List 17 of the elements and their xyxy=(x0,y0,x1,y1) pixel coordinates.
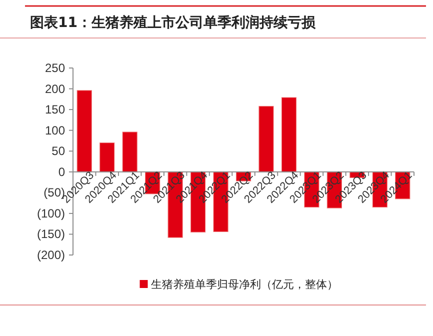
bar xyxy=(258,106,274,172)
y-tick-label: (100) xyxy=(36,206,65,220)
bar xyxy=(100,142,115,172)
y-tick-label: 250 xyxy=(44,61,66,75)
bar xyxy=(122,132,138,172)
bar xyxy=(281,97,297,172)
y-tick-label: (150) xyxy=(36,227,65,242)
y-tick-label: (200) xyxy=(36,248,65,262)
y-tick-label: 100 xyxy=(44,123,66,138)
y-tick-label: 150 xyxy=(44,102,66,117)
y-tick-label: (50) xyxy=(44,186,65,200)
bar xyxy=(76,90,92,172)
legend: 生猪养殖单季归母净利（亿元，整体） xyxy=(140,278,338,291)
y-tick-label: 0 xyxy=(58,164,66,179)
y-tick-label: 200 xyxy=(44,82,66,96)
chart-title: 图表11：生猪养殖上市公司单季利润持续亏损 xyxy=(30,14,316,31)
y-tick-label: 50 xyxy=(52,144,66,158)
